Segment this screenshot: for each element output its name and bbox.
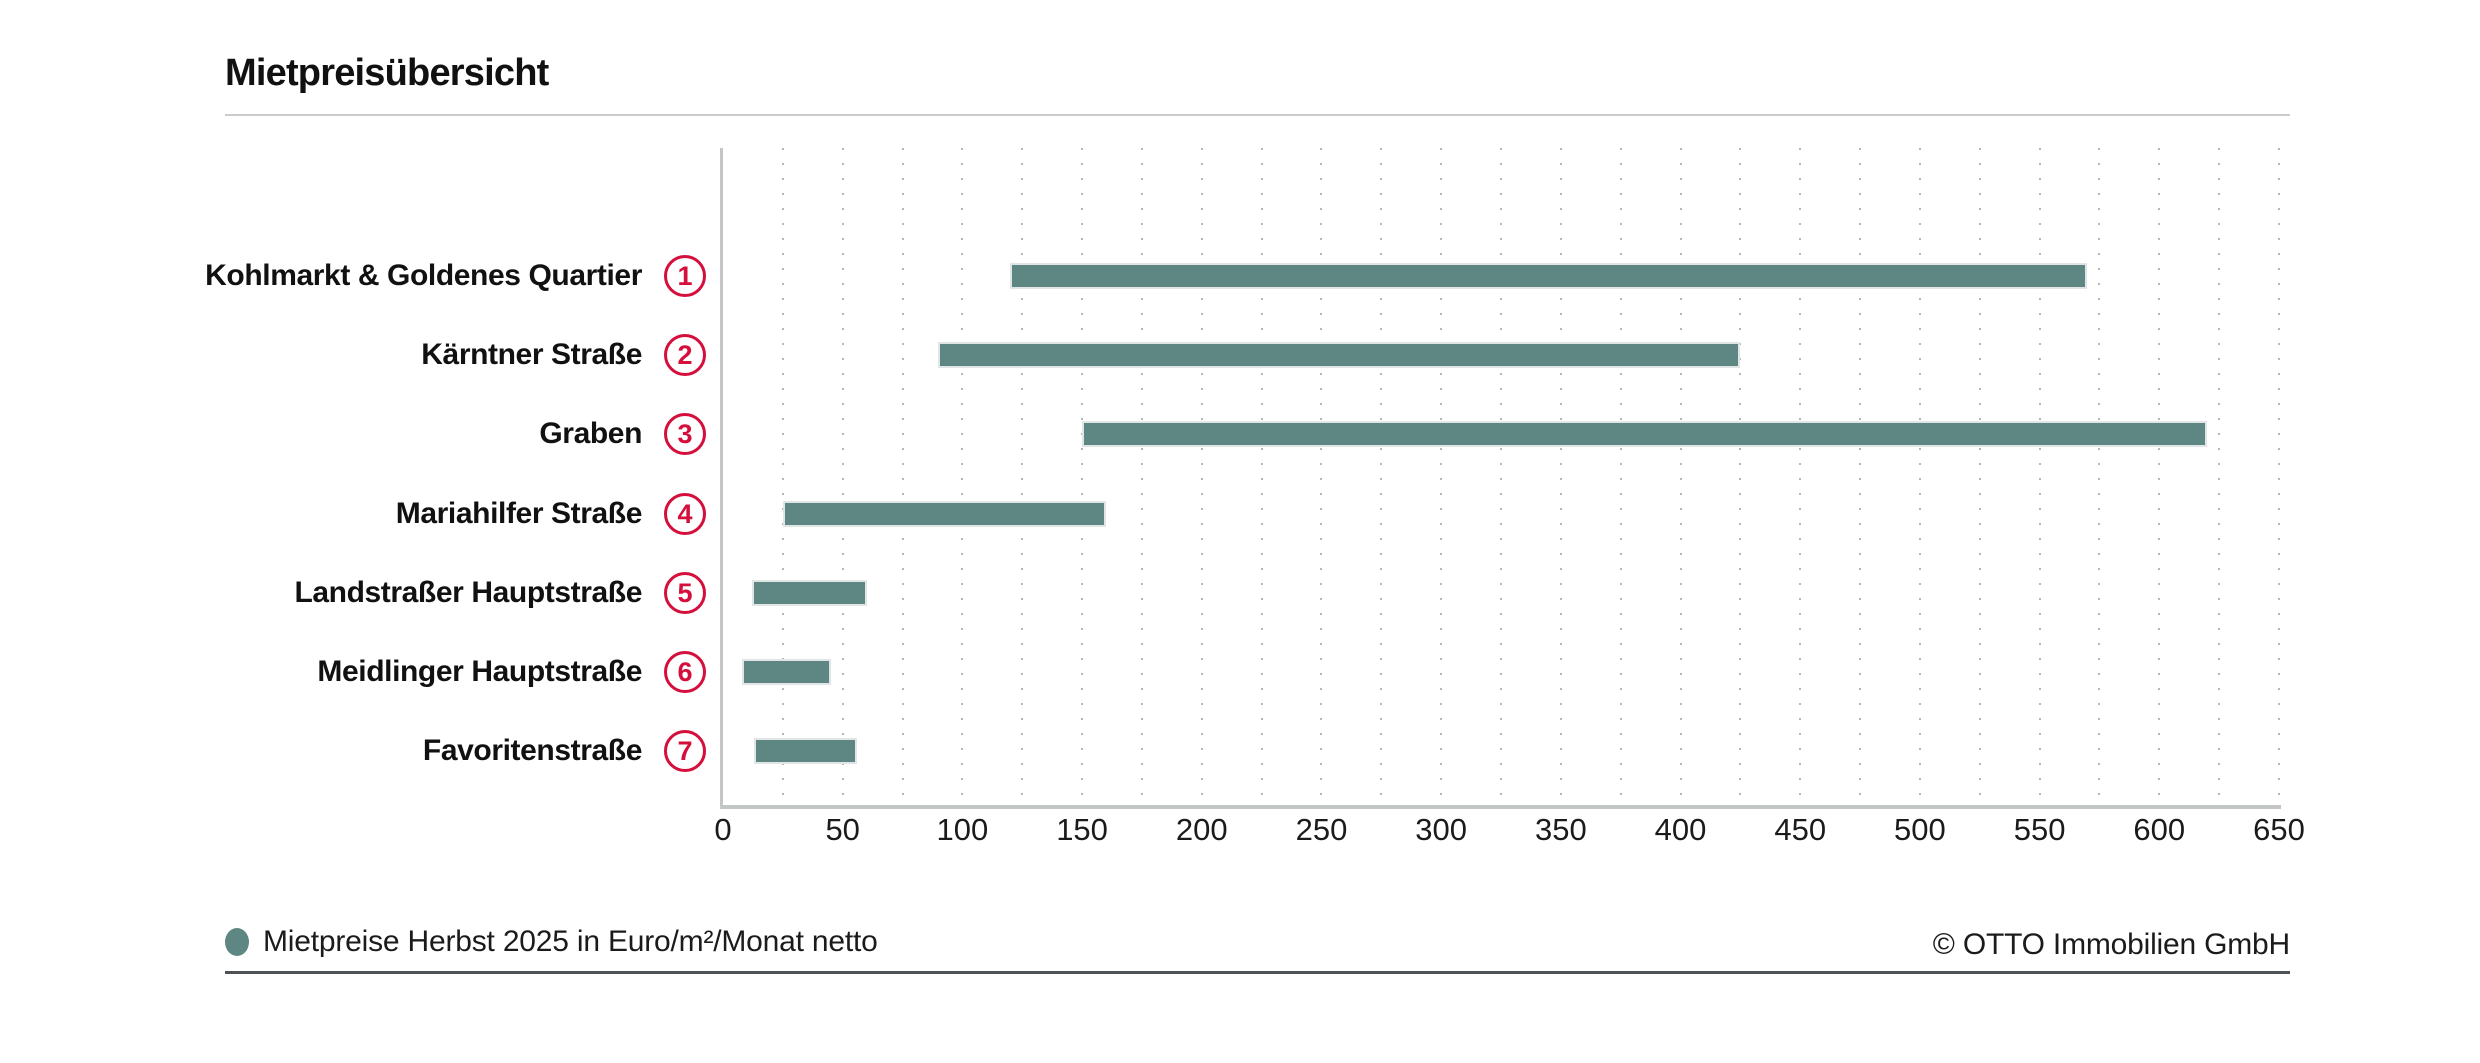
x-tick-label: 600 bbox=[2133, 812, 2186, 847]
x-tick-label: 150 bbox=[1056, 812, 1108, 847]
price-range-bar bbox=[1082, 421, 2208, 448]
title-divider bbox=[225, 114, 2290, 116]
legend-label: Mietpreise Herbst 2025 in Euro/m²/Monat … bbox=[263, 925, 878, 958]
category-label: Kärntner Straße bbox=[421, 338, 642, 372]
gridline bbox=[2038, 148, 2041, 803]
gridline bbox=[901, 148, 904, 803]
gridline bbox=[2278, 148, 2280, 803]
gridline bbox=[2218, 148, 2221, 803]
gridline bbox=[1380, 148, 1383, 803]
category-label: Meidlinger Hauptstraße bbox=[317, 654, 642, 688]
gridline bbox=[2098, 148, 2101, 803]
y-axis-line bbox=[720, 148, 723, 809]
chart-legend: Mietpreise Herbst 2025 in Euro/m²/Monat … bbox=[225, 923, 878, 961]
category-label: Landstraßer Hauptstraße bbox=[294, 575, 642, 609]
plot-area: 0 50 100 150 200 250 300 350 400 450 500 550 600 650 bbox=[714, 148, 2305, 847]
gridline bbox=[1200, 148, 1203, 803]
price-range-bar bbox=[751, 579, 867, 606]
gridline bbox=[1859, 148, 1862, 803]
gridline bbox=[1739, 148, 1742, 803]
legend-dot-icon bbox=[225, 928, 249, 956]
gridline bbox=[841, 148, 844, 803]
gridline bbox=[1918, 148, 1921, 803]
x-axis-line bbox=[720, 805, 2281, 809]
copyright-notice: © OTTO Immobilien GmbH bbox=[1932, 928, 2290, 961]
x-tick-label: 550 bbox=[2013, 812, 2066, 847]
price-range-bar bbox=[754, 738, 858, 765]
category-label: Kohlmarkt & Goldenes Quartier bbox=[205, 259, 642, 292]
price-range-bar bbox=[1010, 263, 2088, 289]
price-range-bar bbox=[938, 342, 1741, 369]
x-tick-label: 400 bbox=[1654, 812, 1707, 847]
rank-badge: 3 bbox=[664, 413, 706, 456]
bottom-divider bbox=[225, 971, 2290, 974]
price-range-bar bbox=[782, 500, 1106, 527]
x-tick-label: 0 bbox=[714, 812, 732, 847]
gridline bbox=[1500, 148, 1502, 803]
x-tick-label: 350 bbox=[1534, 812, 1587, 847]
x-tick-label: 450 bbox=[1774, 812, 1827, 847]
gridline bbox=[1320, 148, 1323, 803]
rank-badge: 7 bbox=[664, 730, 706, 773]
rank-badge: 4 bbox=[664, 492, 706, 535]
rank-badge: 2 bbox=[664, 334, 706, 377]
rank-badge: 1 bbox=[664, 255, 706, 297]
x-tick-label: 300 bbox=[1415, 812, 1468, 847]
gridline bbox=[1140, 148, 1143, 803]
gridline bbox=[781, 148, 784, 803]
category-label: Mariahilfer Straße bbox=[395, 496, 643, 530]
x-tick-label: 250 bbox=[1295, 812, 1348, 847]
gridline bbox=[1021, 148, 1024, 803]
x-tick-label: 500 bbox=[1894, 812, 1946, 847]
gridline bbox=[961, 148, 964, 803]
page-title: Mietpreisübersicht bbox=[225, 52, 549, 94]
gridline bbox=[1260, 148, 1263, 803]
gridline bbox=[1679, 148, 1682, 803]
x-tick-label: 100 bbox=[936, 812, 989, 847]
gridline bbox=[1440, 148, 1443, 803]
gridline bbox=[1978, 148, 1981, 803]
x-tick-label: 50 bbox=[825, 812, 860, 847]
rank-badge: 5 bbox=[664, 571, 706, 614]
x-tick-label: 200 bbox=[1175, 812, 1228, 847]
category-label: Favoritenstraße bbox=[422, 734, 642, 768]
gridline bbox=[1799, 148, 1802, 803]
price-range-bar bbox=[742, 658, 831, 685]
gridline bbox=[1081, 148, 1084, 803]
x-tick-label: 650 bbox=[2253, 812, 2305, 847]
rank-badge: 6 bbox=[664, 650, 706, 693]
gridline bbox=[1559, 148, 1562, 803]
gridline bbox=[1619, 148, 1622, 803]
gridline bbox=[2158, 148, 2161, 803]
category-label: Graben bbox=[539, 417, 642, 451]
